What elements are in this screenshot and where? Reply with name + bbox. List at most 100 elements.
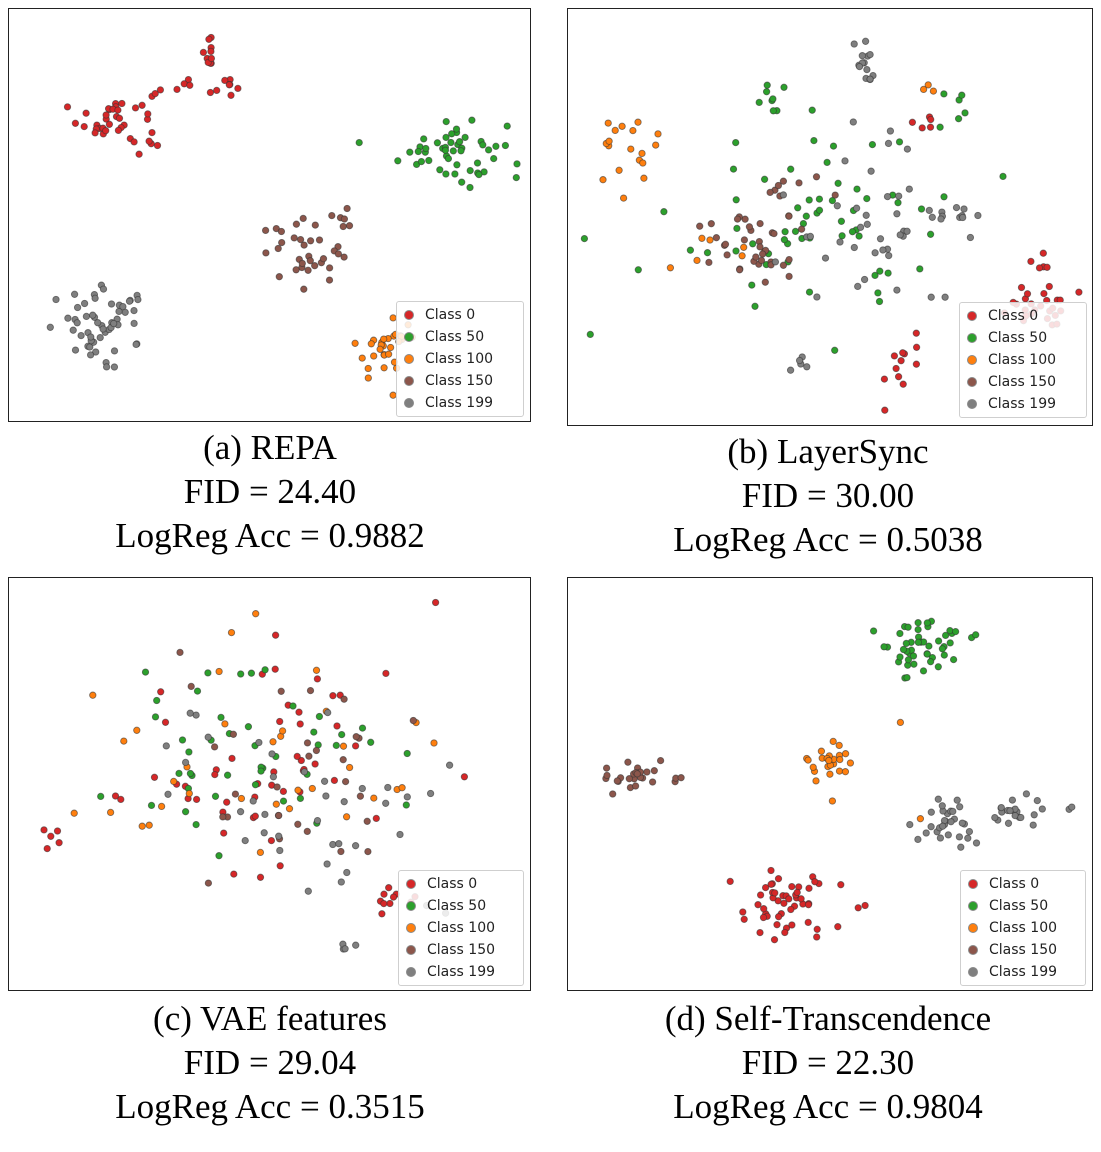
data-point [863, 65, 871, 74]
data-point [71, 119, 80, 127]
data-point [161, 718, 170, 726]
data-point [960, 205, 968, 213]
data-point [773, 921, 781, 929]
legend-marker [968, 378, 976, 386]
data-point [914, 638, 922, 646]
data-point [862, 211, 870, 219]
data-point [80, 122, 88, 131]
data-point [436, 166, 444, 174]
data-point [151, 89, 159, 98]
data-point [351, 339, 359, 347]
data-point [896, 231, 904, 239]
data-point [87, 333, 95, 341]
data-point [320, 777, 329, 785]
data-point [939, 822, 947, 830]
data-point [337, 847, 345, 856]
data-point [120, 737, 128, 745]
data-point [624, 758, 632, 766]
data-point [650, 767, 658, 775]
data-point [150, 773, 159, 781]
data-point [648, 778, 657, 786]
data-point [1045, 282, 1053, 291]
data-point [355, 138, 363, 147]
series-class-150 [602, 756, 685, 798]
data-point [769, 95, 777, 103]
data-point [213, 86, 221, 95]
data-point [370, 352, 378, 360]
data-point [751, 302, 759, 310]
data-point [303, 739, 312, 747]
data-point [386, 343, 395, 352]
data-point [114, 126, 123, 135]
data-point [300, 241, 308, 249]
data-point [934, 663, 942, 671]
data-point [631, 782, 640, 790]
data-point [55, 839, 63, 847]
legend-marker [405, 311, 413, 319]
data-point [893, 286, 901, 294]
data-point [619, 194, 628, 202]
data-point [876, 267, 884, 275]
data-point [339, 222, 347, 231]
data-point [289, 702, 297, 710]
data-point [323, 860, 331, 868]
data-point [337, 878, 345, 886]
data-point [965, 827, 974, 836]
data-point [829, 142, 838, 150]
data-point [512, 173, 520, 182]
data-point [893, 210, 901, 218]
data-point [954, 115, 963, 123]
data-point [677, 774, 685, 782]
data-point [444, 154, 453, 163]
data-point [221, 720, 229, 728]
data-point [451, 170, 459, 178]
data-point [1006, 807, 1014, 815]
data-point [294, 786, 302, 794]
data-point [204, 733, 212, 741]
data-point [779, 261, 788, 269]
data-point [806, 232, 815, 241]
data-point [940, 90, 948, 98]
data-point [766, 188, 774, 197]
data-point [352, 733, 360, 741]
data-point [603, 771, 611, 780]
data-point [99, 325, 107, 333]
data-point [729, 165, 738, 173]
data-point [47, 832, 55, 840]
data-point [82, 109, 90, 117]
legend-marker [407, 924, 415, 932]
data-point [53, 827, 62, 835]
data-point [262, 249, 270, 257]
data-point [786, 366, 795, 374]
data-point [928, 213, 936, 221]
data-point [276, 846, 284, 855]
legend-item: Class 0 [969, 873, 1079, 895]
data-point [974, 211, 982, 220]
data-point [763, 81, 771, 89]
data-point [340, 798, 348, 806]
data-point [292, 220, 301, 228]
data-point [261, 810, 269, 819]
data-point [795, 356, 804, 365]
legend-marker [969, 880, 977, 888]
scatter-plot-c: Class 0 Class 50 Class 100 Class 150 Class 1… [8, 577, 531, 991]
data-point [926, 230, 935, 238]
data-point [712, 234, 721, 242]
legend-b: Class 0 Class 50 Class 100 Class 150 Class 1… [959, 302, 1087, 418]
data-point [484, 146, 493, 154]
legend-item: Class 150 [969, 939, 1079, 961]
data-point [319, 255, 328, 263]
data-point [479, 141, 487, 149]
data-point [781, 228, 789, 236]
legend-marker [407, 968, 415, 976]
data-point [902, 639, 910, 648]
panel-label-d: (d) Self-Transcendence [664, 999, 992, 1038]
legend-label: Class 199 [425, 395, 494, 411]
series-class-150 [696, 173, 839, 286]
data-point [267, 836, 276, 845]
data-point [868, 140, 877, 149]
data-point [1022, 790, 1031, 798]
acc-text-d: LogReg Acc = 0.9804 [673, 1087, 983, 1126]
data-point [997, 803, 1005, 812]
data-point [170, 777, 178, 786]
